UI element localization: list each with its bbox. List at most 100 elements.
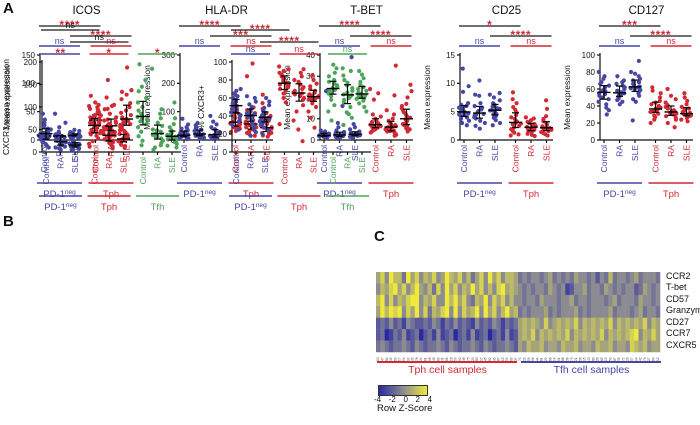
y-tick-label: 40 [218,112,227,121]
axes [597,53,693,143]
y-axis-label: Mean expression [282,65,292,130]
significance-label: **** [370,28,391,42]
significance-label: ns [615,36,625,46]
heatmap-sample-label: 66 [548,357,552,361]
heatmap-row-label: CD57 [666,293,690,304]
y-tick-label: 60 [586,85,595,94]
x-category-label: RA [104,157,114,169]
tfh-samples-label: Tfh cell samples [553,364,630,376]
heatmap-sample-label: 95 [583,357,587,361]
heatmap-sample-label: 47 [380,357,384,361]
y-axis-label: Mean expression [2,65,12,130]
heatmap-row-labels: CCR2 T-bet CD57 Granzyme B CD27 CCR7 CXC… [666,271,700,351]
dot-plot-hladr: HLA-DR0100200300Mean expressionControlRA… [142,5,274,200]
x-category-label: SLE [167,157,177,173]
x-category-label: SLE [210,145,220,161]
x-category-label: Control [179,145,189,173]
x-category-label: RA [335,145,345,157]
y-tick-label: 200 [24,58,38,67]
median-iqr-lines [317,108,413,138]
heatmap-sample-label: 39 [411,357,415,361]
x-category-label: Control [231,145,241,173]
heatmap-sample-label: 72 [621,357,625,361]
y-tick-label: 100 [214,58,228,67]
heatmap-sample-label: 14 [553,357,557,361]
dot-plot-tbet: T-BET010203040Mean expressionControlRASL… [282,5,414,200]
x-category-label: SLE [490,145,500,161]
heatmap-sample-label: 28 [596,357,600,361]
significance-brackets: ********ns ns ns [231,22,367,55]
data-points [456,66,554,139]
x-category-label: Control [459,145,469,173]
x-category-label: SLE [262,145,272,161]
x-category-label: SLE [119,157,129,173]
heatmap-sample-label: 23 [471,357,475,361]
heatmap-sample-label: 31 [441,357,445,361]
x-category-label: RA [386,145,396,157]
group-span-label: Tph [523,189,539,200]
significance-label: ns [94,32,104,42]
y-tick-label: 100 [22,79,36,88]
heatmap-sample-label: 82 [488,357,492,361]
y-tick-label: 200 [162,79,176,88]
group-span-label: PD-1neg [183,189,216,200]
group-span-label: Tfh [151,202,165,213]
heatmap-row-label: Granzyme B [666,305,700,316]
significance-label: ns [666,36,676,46]
y-tick-label: 0 [31,136,36,145]
significance-label: **** [199,18,220,32]
zscore-tick: 4 [427,395,432,404]
plot-title: CD127 [629,5,665,17]
tph-samples-underline [377,361,517,363]
heatmap-sample-label: 94 [634,357,638,361]
heatmap-sample-label: 68 [445,357,449,361]
x-category-label: RA [195,145,205,157]
y-tick-label: 50 [26,107,35,116]
x-category-label: SLE [402,145,412,161]
y-tick-label: 150 [24,80,38,89]
significance-label: *** [622,18,638,32]
significance-label: ns [294,44,304,54]
x-category-label: RA [106,145,116,157]
x-category-label: SLE [542,145,552,161]
panel-b-plots: 0 50 100 150 200 CXCR3 mean expression Control… [0,0,380,215]
heatmap-sample-label: 75 [467,357,471,361]
x-category-label: RA [475,145,485,157]
significance-label: **** [59,18,80,32]
zscore-tick: 2 [415,395,420,404]
heatmap-sample-label: 73 [570,357,574,361]
significance-brackets: *****ns ns [459,18,552,47]
heatmap-sample-label: 46 [432,357,436,361]
x-category-label: Control [511,145,521,173]
zscore-legend-ticks: -4 -2 0 2 4 [374,395,432,404]
group-span-label: Tph [663,189,679,200]
y-tick-label: 5 [451,107,456,116]
plot-title: HLA-DR [205,5,248,17]
heatmap-sample-label: 30 [492,357,496,361]
x-category-label: RA [615,145,625,157]
zscore-tick: -4 [374,395,382,404]
x-category-label: SLE [309,157,319,173]
y-axis-label: Mean expression [562,65,572,130]
heatmap-sample-label: 91 [406,357,410,361]
x-category-label: Control [599,145,609,173]
heatmap-sample-label: 32 [389,357,393,361]
y-tick-label: 60 [218,94,227,103]
heatmap-sample-label: 12 [656,357,660,361]
significance-label: * [106,46,111,60]
heatmap-sample-label: 74 [518,357,522,361]
plot-title: CD25 [492,5,521,17]
y-tick-label: 0 [311,136,316,145]
dot-plot-cd127: CD127 0 20 40 60 80 100 Mean expression Control R… [562,5,694,200]
heatmap-sample-label: 89 [510,357,514,361]
tph-samples-label: Tph cell samples [408,364,487,376]
significance-label: ns [246,36,256,46]
panel-c-label: C [374,228,385,245]
x-category-label: SLE [350,145,360,161]
x-category-label: SLE [682,145,692,161]
heatmap-sample-label: 84 [385,357,389,361]
x-category-label: SLE [260,157,270,173]
